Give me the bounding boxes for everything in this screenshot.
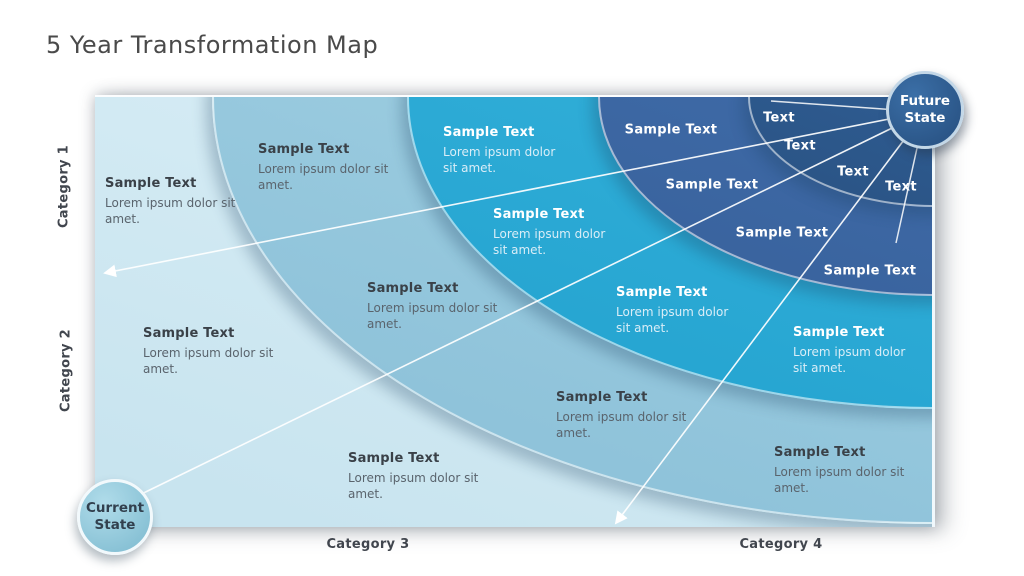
text-label: Text [837, 164, 869, 180]
sample-text-block: Sample Text Lorem ipsum dolor sit amet. [258, 142, 410, 193]
sample-text-title: Sample Text [348, 451, 440, 466]
sample-text-title: Sample Text [556, 390, 648, 405]
sample-text-label: Sample Text [823, 263, 917, 279]
sample-text-label: Sample Text [735, 225, 829, 241]
sample-text-body: Lorem ipsum dolor sit amet. [616, 305, 729, 335]
sample-text-block: Sample Text Lorem ipsum dolor sit amet. [556, 390, 708, 441]
sample-text-block: Sample Text Lorem ipsum dolor sit amet. [105, 176, 257, 227]
spoke-to-current-state [122, 111, 926, 504]
sample-text-body: Lorem ipsum dolor sit amet. [443, 145, 556, 175]
sample-text-block: Sample Text Lorem ipsum dolor sit amet. [616, 285, 734, 336]
page-title: 5 Year Transformation Map [46, 31, 379, 59]
sample-text-body: Lorem ipsum dolor sit amet. [258, 162, 389, 192]
sample-text-block: Sample Text Lorem ipsum dolor sit amet. [367, 281, 519, 332]
sample-text-title: Sample Text [616, 285, 708, 300]
sample-text-title: Sample Text [367, 281, 459, 296]
text-label: Text [784, 138, 816, 154]
spoke-left-arrow [103, 111, 926, 278]
sample-text-block: Sample Text Lorem ipsum dolor sit amet. [493, 207, 611, 258]
sample-text-title: Sample Text [258, 142, 350, 157]
sample-text-title: Sample Text [143, 326, 235, 341]
axis-label-category-4: Category 4 [739, 537, 823, 552]
sample-text-block: Sample Text Lorem ipsum dolor sit amet. [774, 445, 926, 496]
sample-text-body: Lorem ipsum dolor sit amet. [556, 410, 687, 440]
sample-text-body: Lorem ipsum dolor sit amet. [774, 465, 905, 495]
sample-text-block: Sample Text Lorem ipsum dolor sit amet. [348, 451, 500, 502]
text-label: Text [885, 179, 917, 195]
axis-label-category-2: Category 2 [58, 328, 74, 413]
connector-lines [103, 100, 926, 525]
future-state-node: Future State [886, 71, 964, 149]
sample-text-label: Sample Text [624, 122, 718, 138]
sample-text-block: Sample Text Lorem ipsum dolor sit amet. [793, 325, 911, 376]
sample-text-title: Sample Text [105, 176, 197, 191]
text-label: Text [763, 110, 795, 126]
sample-text-label: Sample Text [665, 177, 759, 193]
current-state-node: Current State [77, 479, 153, 555]
future-state-label: Future State [899, 93, 951, 126]
sample-text-title: Sample Text [493, 207, 585, 222]
sample-text-title: Sample Text [793, 325, 885, 340]
axis-label-category-1: Category 1 [56, 144, 72, 229]
spoke-bottom-arrow [614, 111, 926, 525]
sample-text-title: Sample Text [774, 445, 866, 460]
sample-text-body: Lorem ipsum dolor sit amet. [348, 471, 479, 501]
transformation-map [95, 95, 935, 527]
sample-text-body: Lorem ipsum dolor sit amet. [493, 227, 606, 257]
sample-text-title: Sample Text [443, 125, 535, 140]
sample-text-body: Lorem ipsum dolor sit amet. [105, 196, 236, 226]
axis-label-category-3: Category 3 [326, 537, 410, 552]
current-state-label: Current State [86, 500, 145, 533]
sample-text-body: Lorem ipsum dolor sit amet. [367, 301, 498, 331]
sample-text-block: Sample Text Lorem ipsum dolor sit amet. [443, 125, 561, 176]
sample-text-body: Lorem ipsum dolor sit amet. [793, 345, 906, 375]
sample-text-block: Sample Text Lorem ipsum dolor sit amet. [143, 326, 295, 377]
sample-text-body: Lorem ipsum dolor sit amet. [143, 346, 274, 376]
